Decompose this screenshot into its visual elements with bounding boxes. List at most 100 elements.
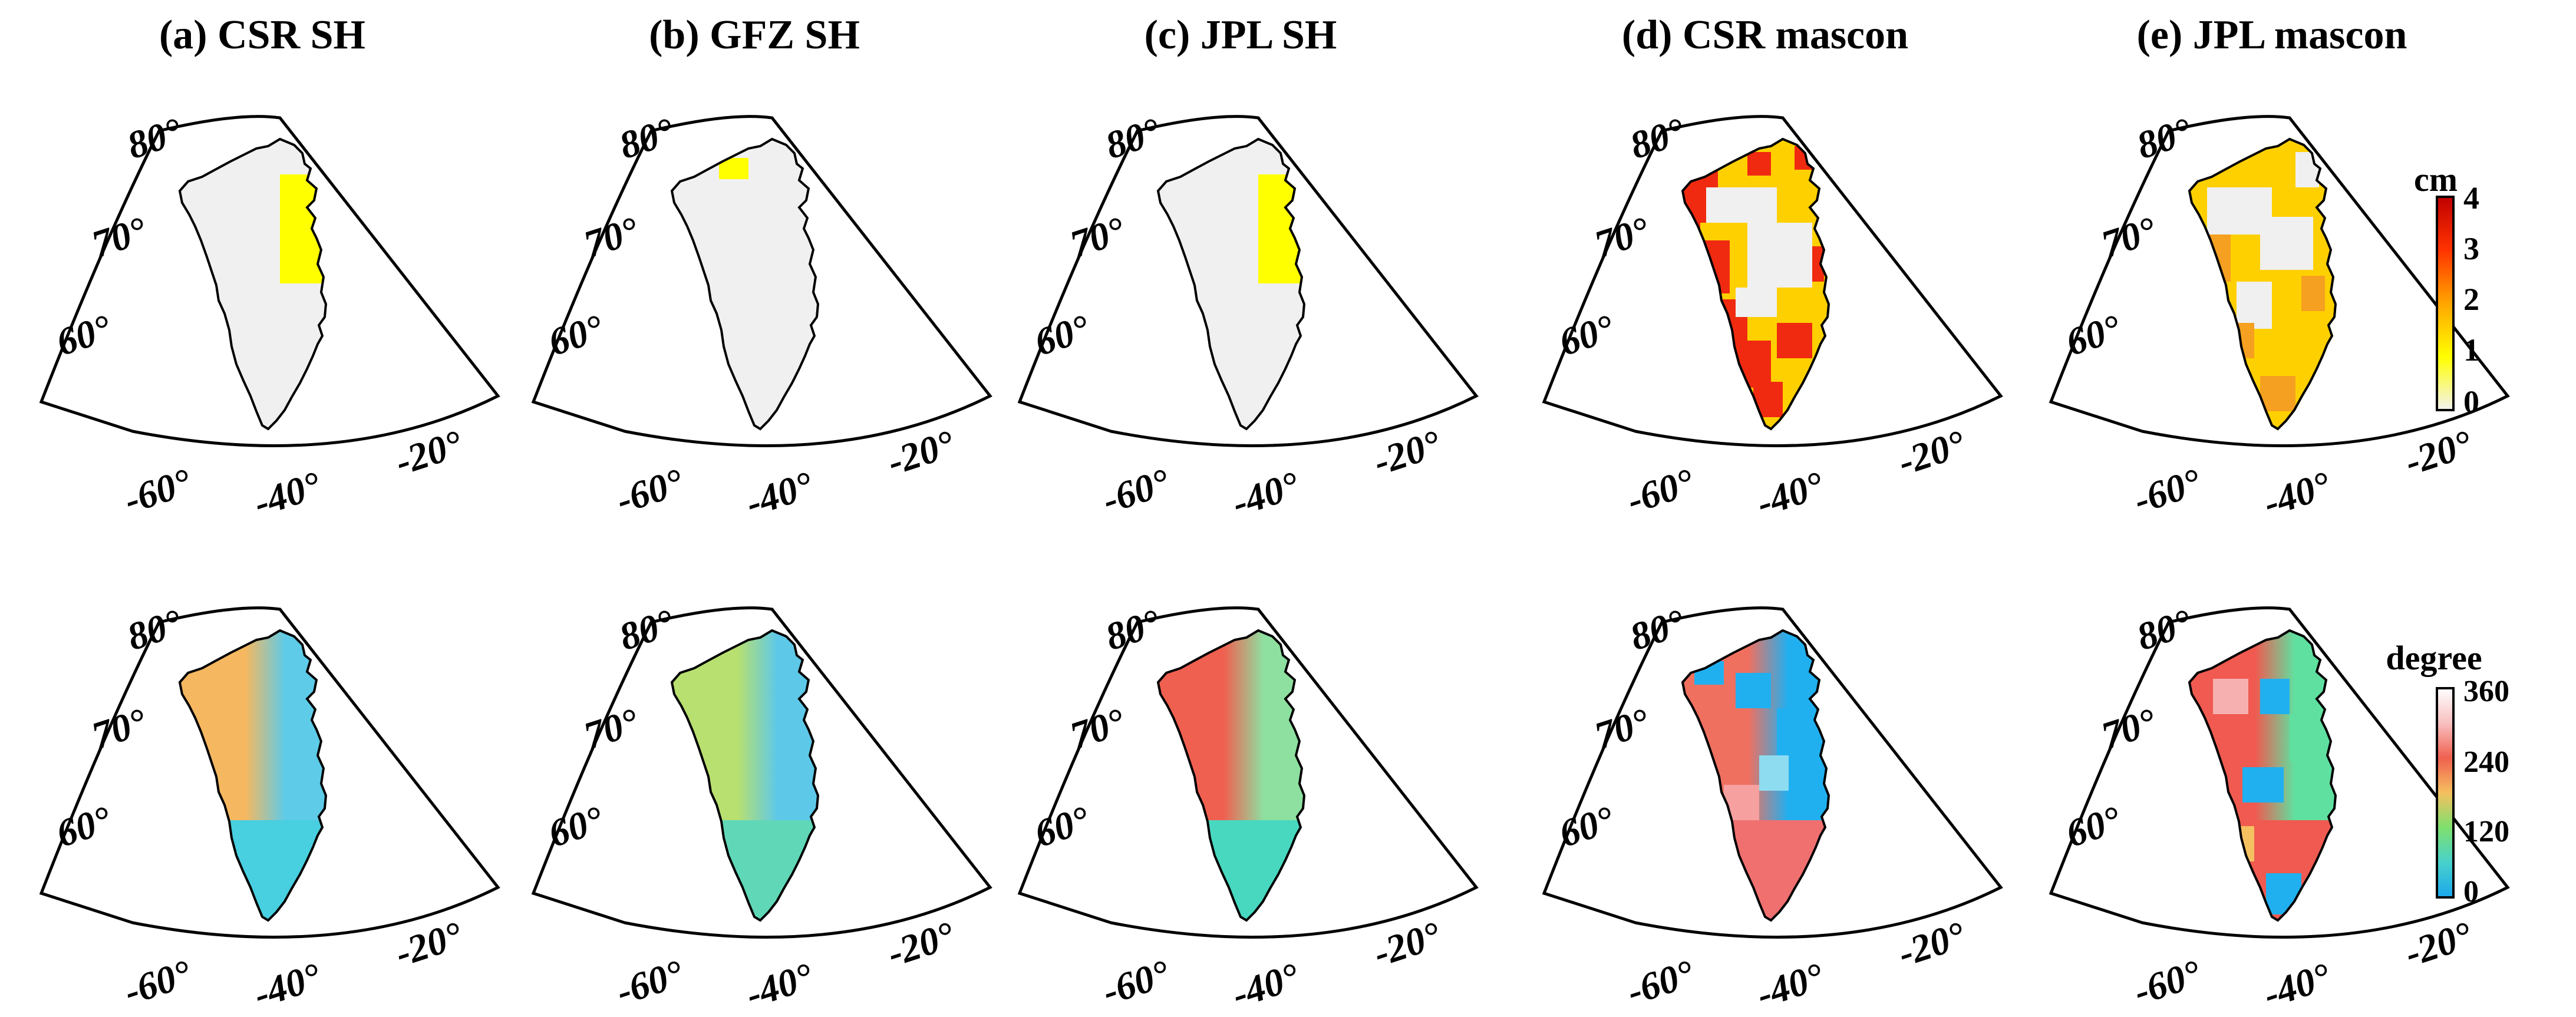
amplitude-colorbar-unit: cm xyxy=(2414,160,2458,199)
phase-field xyxy=(1158,630,1304,920)
map-frame xyxy=(531,606,992,939)
lon-label-minus60: -60° xyxy=(2129,460,2206,522)
amplitude-grey-cell xyxy=(2295,152,2319,187)
amplitude-map-panel-d: 80°70°60°-60° -40°-20° xyxy=(1542,110,2003,525)
phase-colorbar: degree 360 240 120 0 xyxy=(2386,639,2509,909)
amplitude-orange-cell xyxy=(2301,276,2325,311)
phase-south-region xyxy=(180,820,326,920)
amplitude-colorbar: cm 4 3 2 1 0 xyxy=(2414,160,2479,420)
greenland-coastline xyxy=(178,629,328,922)
lon-label-minus40: -40° xyxy=(1752,463,1829,525)
amplitude-field xyxy=(2189,139,2336,429)
amplitude-field xyxy=(1683,139,1829,429)
map-frame xyxy=(39,606,500,939)
lon-label-minus60: -60° xyxy=(1622,460,1699,522)
lon-label-minus60: -60° xyxy=(1097,460,1175,522)
amplitude-orange-cell xyxy=(2260,376,2295,411)
amplitude-map-panel-e: 80°70°60°-60° -40°-20° xyxy=(2049,110,2510,525)
lon-label-minus40: -40° xyxy=(1227,463,1304,525)
amplitude-grey-cell xyxy=(2237,282,2272,329)
phase-map-panel-d: 80°70°60°-60° -40°-20° xyxy=(1542,601,2003,1016)
greenland-coastline xyxy=(1681,137,1830,431)
phase-cell xyxy=(2242,767,2284,803)
map-frame xyxy=(531,115,992,447)
amplitude-field xyxy=(1158,139,1304,429)
lat-label-70: 70° xyxy=(1065,700,1130,758)
lat-label-70: 70° xyxy=(87,209,151,266)
panel-title-c: (c) JPL SH xyxy=(1144,12,1337,58)
amplitude-map-panel-b: 80°70°60°-60° -40°-20° xyxy=(531,110,992,525)
lat-label-70: 70° xyxy=(579,209,644,266)
lat-label-70: 70° xyxy=(2096,209,2161,266)
amplitude-tick-0: 0 xyxy=(2463,384,2479,420)
lon-label-minus60: -60° xyxy=(1097,952,1175,1013)
greenland-coastline xyxy=(1156,137,1306,431)
phase-field xyxy=(672,630,818,920)
greenland-coastline xyxy=(670,137,820,431)
lat-label-80: 80° xyxy=(122,601,187,659)
greenland-coastline xyxy=(178,137,328,431)
panel-title-a: (a) CSR SH xyxy=(159,12,365,58)
phase-cell xyxy=(1736,673,1771,708)
lon-label-minus60: -60° xyxy=(611,952,688,1013)
greenland-coastline xyxy=(2188,137,2337,431)
lat-label-80: 80° xyxy=(614,110,679,167)
amplitude-map-panel-a: 80°70°60°-60° -40°-20° xyxy=(39,110,500,525)
phase-cell xyxy=(2213,826,2254,861)
lat-label-70: 70° xyxy=(87,700,151,758)
map-frame xyxy=(2049,606,2510,939)
map-frame xyxy=(1542,606,2003,939)
lat-label-80: 80° xyxy=(1625,110,1690,167)
phase-colorbar-unit: degree xyxy=(2386,639,2482,677)
amplitude-background xyxy=(1158,139,1304,429)
amplitude-map-panel-c: 80°70°60°-60° -40°-20° xyxy=(1017,110,1479,525)
amplitude-red-cell xyxy=(1683,217,1700,240)
phase-cell xyxy=(1759,755,1789,791)
lon-label-minus60: -60° xyxy=(1622,952,1699,1013)
lat-label-80: 80° xyxy=(122,110,187,167)
amplitude-red-cell xyxy=(1736,341,1771,388)
phase-south-region xyxy=(2189,820,2336,920)
amplitude-field xyxy=(672,139,818,429)
lat-label-70: 70° xyxy=(1065,209,1130,266)
amplitude-tick-1: 1 xyxy=(2463,332,2479,368)
amplitude-field xyxy=(180,139,326,429)
phase-colorbar-bar xyxy=(2436,687,2455,899)
phase-map-panel-a: 80°70°60°-60° -40°-20° xyxy=(39,601,500,1016)
phase-tick-240: 240 xyxy=(2463,745,2509,779)
phase-cell xyxy=(2260,679,2290,714)
amplitude-colorbar-bar xyxy=(2436,196,2455,411)
lon-label-minus60: -60° xyxy=(2129,952,2206,1013)
lat-label-80: 80° xyxy=(2132,110,2196,167)
lon-label-minus60: -60° xyxy=(611,460,688,522)
phase-field xyxy=(1683,630,1829,920)
phase-tick-0: 0 xyxy=(2463,875,2479,909)
phase-cell xyxy=(2290,714,2325,761)
lon-label-minus40: -40° xyxy=(741,955,818,1016)
amplitude-east-strip xyxy=(280,174,326,283)
lat-label-80: 80° xyxy=(2132,601,2196,659)
amplitude-tick-4: 4 xyxy=(2463,180,2479,216)
panel-title-d: (d) CSR mascon xyxy=(1622,12,1908,58)
panel-title-e: (e) JPL mascon xyxy=(2137,12,2407,58)
lat-label-80: 80° xyxy=(614,601,679,659)
amplitude-tick-3: 3 xyxy=(2463,231,2479,266)
phase-cell xyxy=(1706,708,1736,744)
lon-label-minus60: -60° xyxy=(119,952,196,1013)
lon-label-minus40: -40° xyxy=(249,463,326,525)
phase-cell xyxy=(2213,679,2248,714)
amplitude-grey-cell xyxy=(1736,288,1777,317)
phase-field xyxy=(180,630,326,920)
lat-label-80: 80° xyxy=(1100,110,1165,167)
phase-south-region xyxy=(672,820,818,920)
map-frame xyxy=(2049,115,2510,447)
maps-layer: 80°70°60°-60° -40°-20°80°70°60°-60° -40°-2… xyxy=(39,110,2510,1016)
map-frame xyxy=(1017,115,1479,447)
lon-label-minus40: -40° xyxy=(1227,955,1304,1016)
lon-label-minus40: -40° xyxy=(249,955,326,1016)
greenland-coastline xyxy=(670,629,820,922)
lat-label-70: 70° xyxy=(1589,700,1654,758)
lon-label-minus60: -60° xyxy=(119,460,196,522)
amplitude-grey-cell xyxy=(1747,223,1812,288)
